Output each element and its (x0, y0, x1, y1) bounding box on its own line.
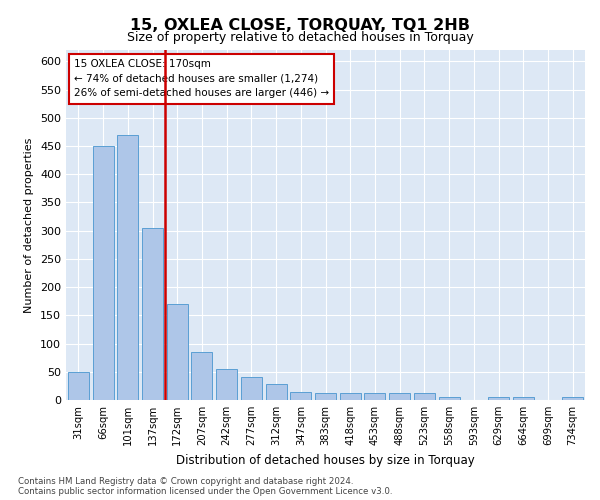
Text: 15 OXLEA CLOSE: 170sqm
← 74% of detached houses are smaller (1,274)
26% of semi-: 15 OXLEA CLOSE: 170sqm ← 74% of detached… (74, 59, 329, 98)
Bar (562, 397, 583, 400)
Bar (117, 134, 138, 400)
Bar (488, 397, 509, 400)
Text: 15, OXLEA CLOSE, TORQUAY, TQ1 2HB: 15, OXLEA CLOSE, TORQUAY, TQ1 2HB (130, 18, 470, 32)
Bar (266, 384, 287, 400)
Bar (513, 397, 534, 400)
Bar (414, 393, 435, 400)
Bar (241, 378, 262, 400)
Bar (142, 228, 163, 400)
Bar (340, 392, 361, 400)
Bar (191, 352, 212, 400)
Bar (315, 392, 336, 400)
Bar (389, 393, 410, 400)
Text: Contains HM Land Registry data © Crown copyright and database right 2024.: Contains HM Land Registry data © Crown c… (18, 478, 353, 486)
Bar (439, 397, 460, 400)
Bar (364, 392, 385, 400)
X-axis label: Distribution of detached houses by size in Torquay: Distribution of detached houses by size … (176, 454, 475, 466)
Bar (92, 146, 113, 400)
Text: Size of property relative to detached houses in Torquay: Size of property relative to detached ho… (127, 31, 473, 44)
Text: Contains public sector information licensed under the Open Government Licence v3: Contains public sector information licen… (18, 488, 392, 496)
Bar (216, 369, 237, 400)
Y-axis label: Number of detached properties: Number of detached properties (25, 138, 34, 312)
Bar (167, 304, 188, 400)
Bar (290, 392, 311, 400)
Bar (68, 372, 89, 400)
